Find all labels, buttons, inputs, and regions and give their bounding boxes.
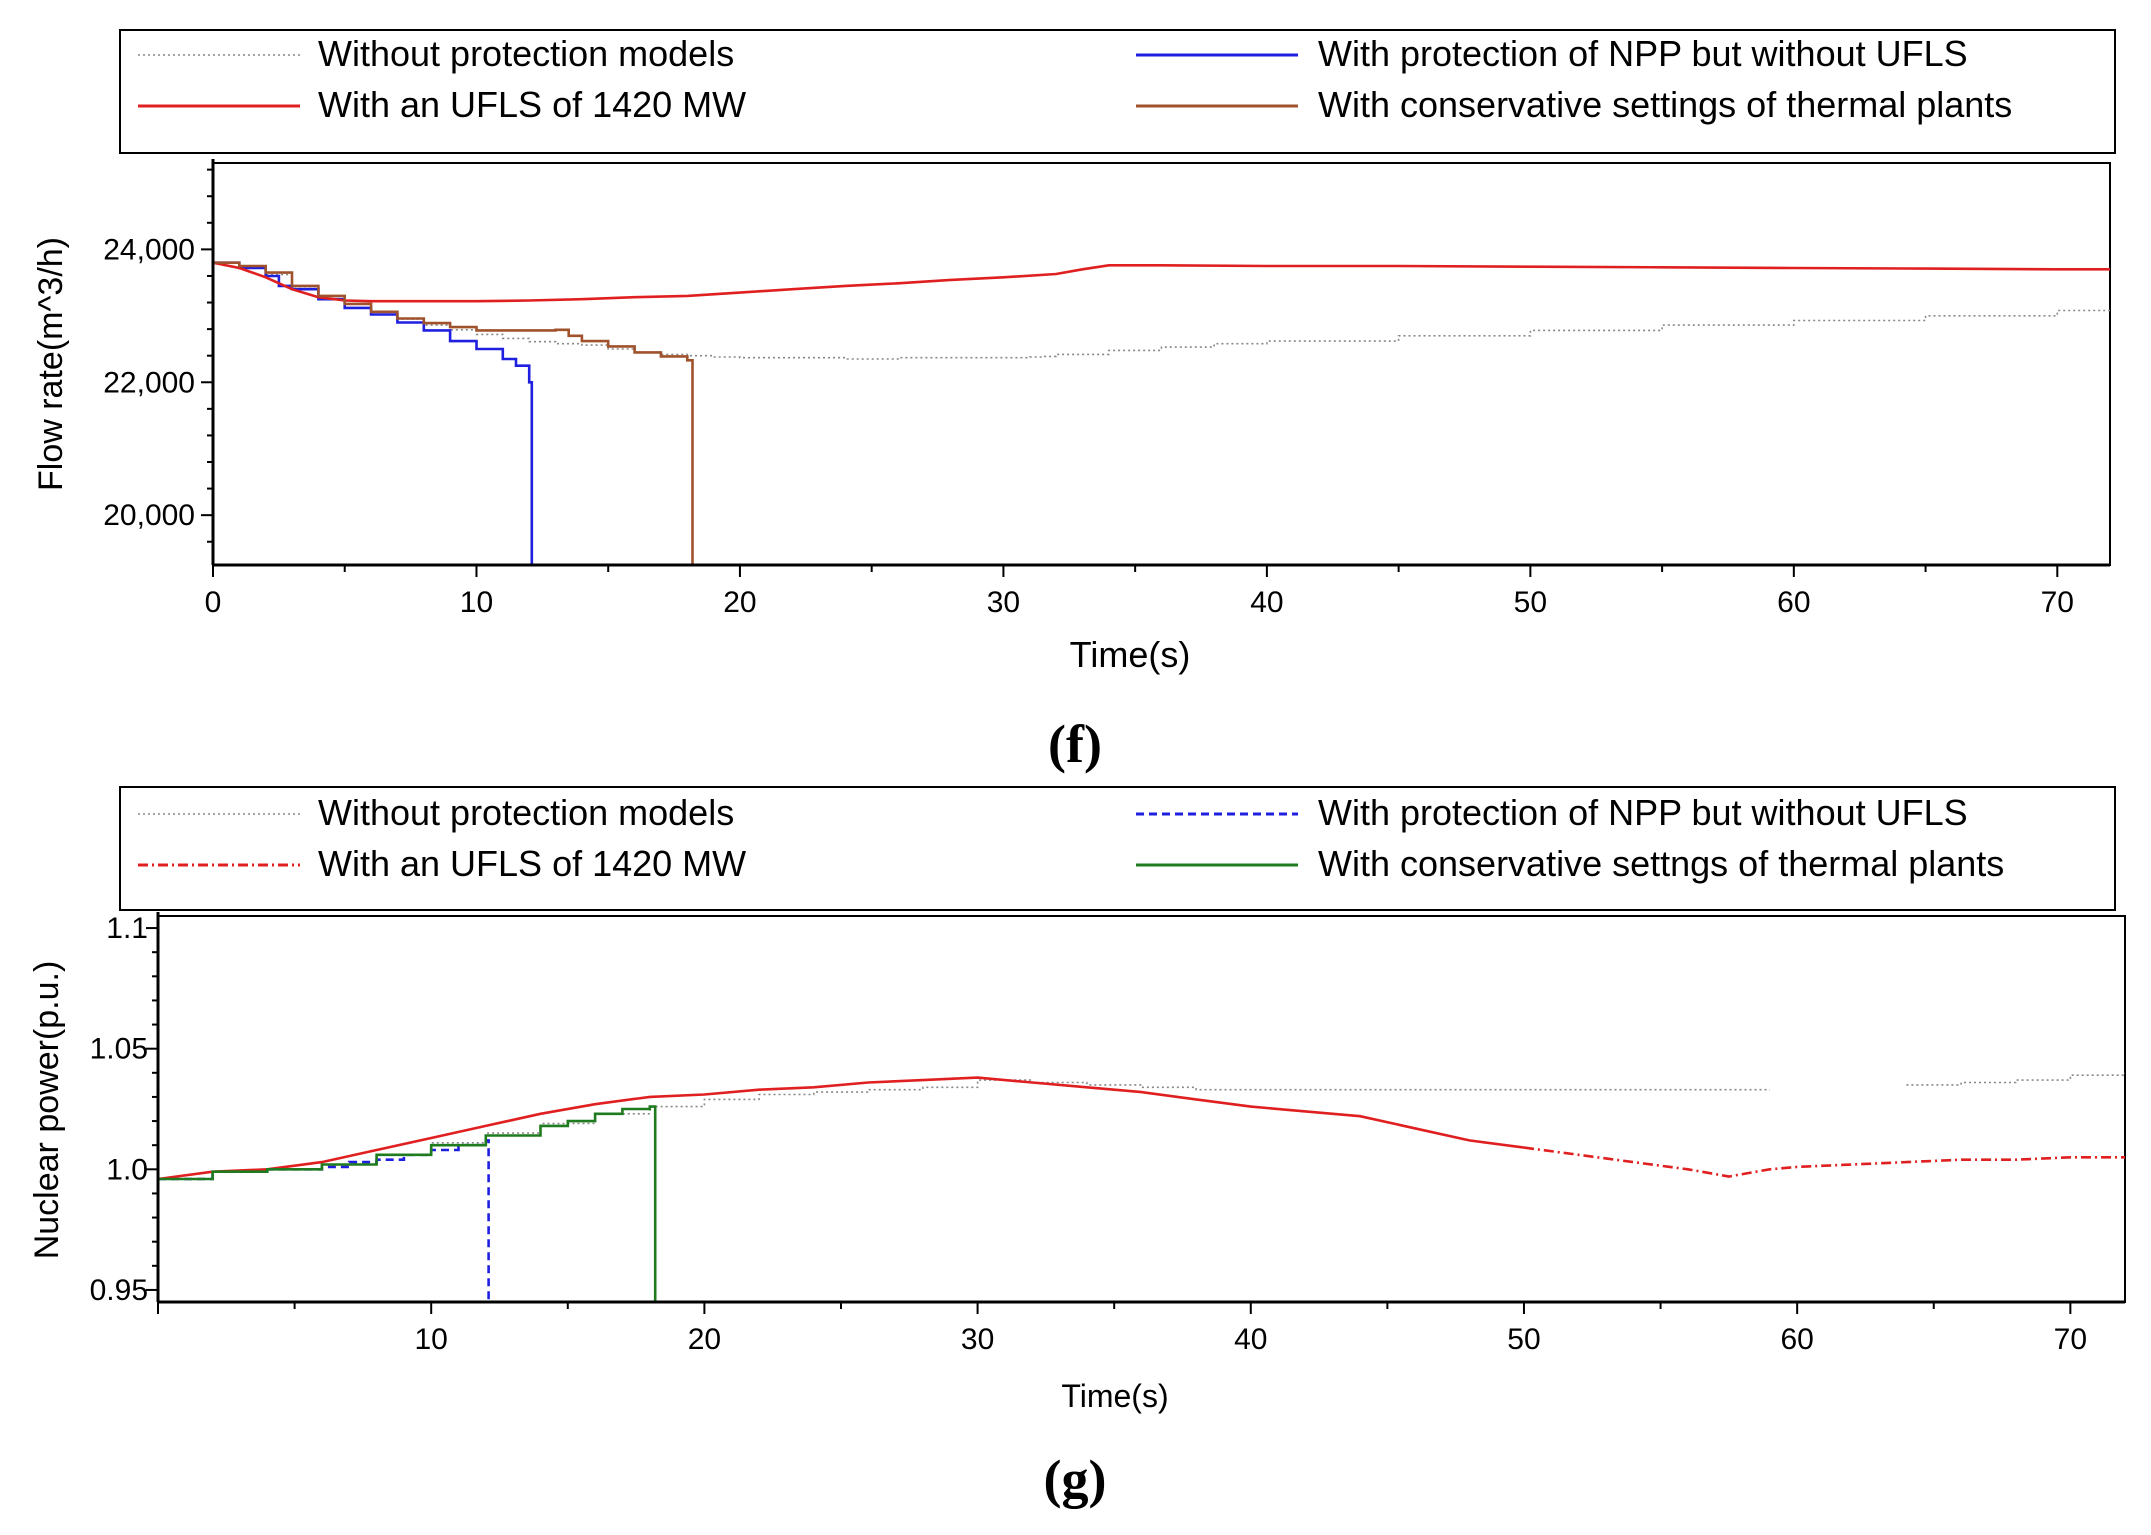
y-tick-label-f: 22,000 [103,366,195,399]
series-line-f-3 [213,261,694,565]
legend-label-g-3: With conservative settngs of thermal pla… [1318,843,2004,884]
series-line-g-5 [158,1105,657,1302]
y-tick-label-f: 20,000 [103,499,195,532]
series-line-g-4 [1523,1146,2125,1178]
y-axis-label-f: Flow rate(m^3/h) [32,237,70,491]
panel-g-nuclear-power-chart: Without protection models With protection… [28,786,2126,1509]
x-tick-label-f: 60 [1777,586,1810,619]
x-tick-label-g: 30 [961,1323,994,1356]
legend-f: Without protection models With protection… [138,33,2012,125]
legend-label-f-2: With an UFLS of 1420 MW [318,84,746,125]
x-tick-label-g: 20 [688,1323,721,1356]
y-tick-label-g: 1.0 [106,1153,148,1186]
legend-label-f-3: With conservative settings of thermal pl… [1318,84,2012,125]
y-tick-label-f: 24,000 [103,233,195,266]
series-group-g [158,1072,2125,1302]
series-line-g-1 [1906,1072,2125,1086]
legend-label-f-1: With protection of NPP but without UFLS [1318,33,1968,74]
x-tick-label-f: 20 [723,586,756,619]
legend-label-g-1: With protection of NPP but without UFLS [1318,792,1968,833]
panel-f-flow-rate-chart: Without protection models With protection… [32,29,2116,774]
legend-box-f [119,29,2116,154]
legend-box-g [119,786,2116,911]
y-tick-label-g: 1.05 [90,1033,148,1066]
x-tick-label-g: 10 [415,1323,448,1356]
x-tick-label-g: 40 [1234,1323,1267,1356]
axes-g: 10 20 30 40 50 60 70 0.95 1.0 1.05 1.1 [90,912,2125,1356]
x-tick-label-f: 50 [1514,586,1547,619]
y-tick-label-g: 0.95 [90,1274,148,1307]
panel-label-f: (f) [1048,714,1102,774]
x-axis-label-f: Time(s) [1070,634,1191,675]
legend-label-f-0: Without protection models [318,33,734,74]
x-tick-label-g: 60 [1780,1323,1813,1356]
x-tick-label-f: 70 [2041,586,2074,619]
x-tick-label-g: 70 [2054,1323,2087,1356]
axes-f: 0 10 20 30 40 50 60 70 20,000 22,000 24,000 [103,159,2110,619]
panel-label-g: (g) [1044,1449,1107,1509]
x-tick-label-f: 30 [987,586,1020,619]
x-axis-label-g: Time(s) [1061,1378,1168,1414]
y-axis-label-g: Nuclear power(p.u.) [28,961,66,1260]
y-tick-label-g: 1.1 [106,912,148,945]
x-tick-label-f: 40 [1250,586,1283,619]
legend-label-g-2: With an UFLS of 1420 MW [318,843,746,884]
x-tick-label-g: 50 [1507,1323,1540,1356]
x-tick-label-f: 10 [460,586,493,619]
legend-g: Without protection models With protection… [138,792,2004,884]
series-group-f [213,261,2110,565]
legend-label-g-0: Without protection models [318,792,734,833]
series-line-g-3 [158,1076,1525,1181]
x-tick-label-f: 0 [205,586,222,619]
